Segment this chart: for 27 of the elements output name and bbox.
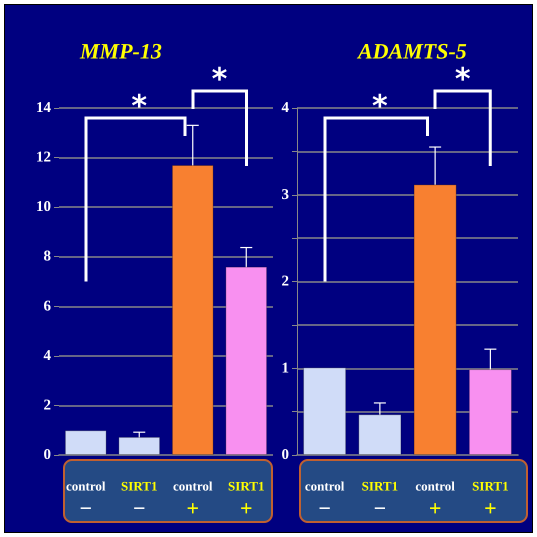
- annotation: *: [372, 89, 388, 124]
- y-tick-label: 3: [282, 186, 289, 203]
- annotation: *: [131, 89, 148, 124]
- y-tick-label: 1: [282, 360, 289, 376]
- x-tick-label: control −: [66, 478, 106, 520]
- chart-title: ADAMTS-5: [356, 38, 467, 64]
- text: *: [454, 62, 471, 97]
- x-tick-label: control +: [173, 478, 213, 520]
- y-tick-label: 8: [44, 248, 51, 265]
- y-tick-label: 12: [36, 150, 51, 166]
- x-tick-label: SIRT1 −: [121, 478, 158, 520]
- y-tick-label: 2: [282, 274, 289, 290]
- x-tick-label: SIRT1 +: [228, 478, 264, 520]
- y-tick-label: 14: [36, 100, 52, 116]
- y-tick-label: 4: [282, 100, 290, 116]
- y-tick-label: 2: [44, 397, 51, 414]
- x-tick-label: control −: [304, 478, 345, 520]
- y-tick-label: 6: [44, 298, 52, 314]
- text: *: [212, 62, 228, 97]
- y-tick-label: 0: [282, 447, 289, 463]
- y-tick-label: 0: [44, 447, 51, 463]
- x-tick-label: control +: [415, 478, 456, 520]
- chart-title: MMP-13: [79, 38, 162, 64]
- y-tick-label: 4: [44, 348, 52, 364]
- x-tick-label: SIRT1 −: [362, 478, 398, 520]
- x-tick-label: SIRT1 +: [472, 478, 509, 520]
- y-tick-label: 10: [36, 199, 51, 216]
